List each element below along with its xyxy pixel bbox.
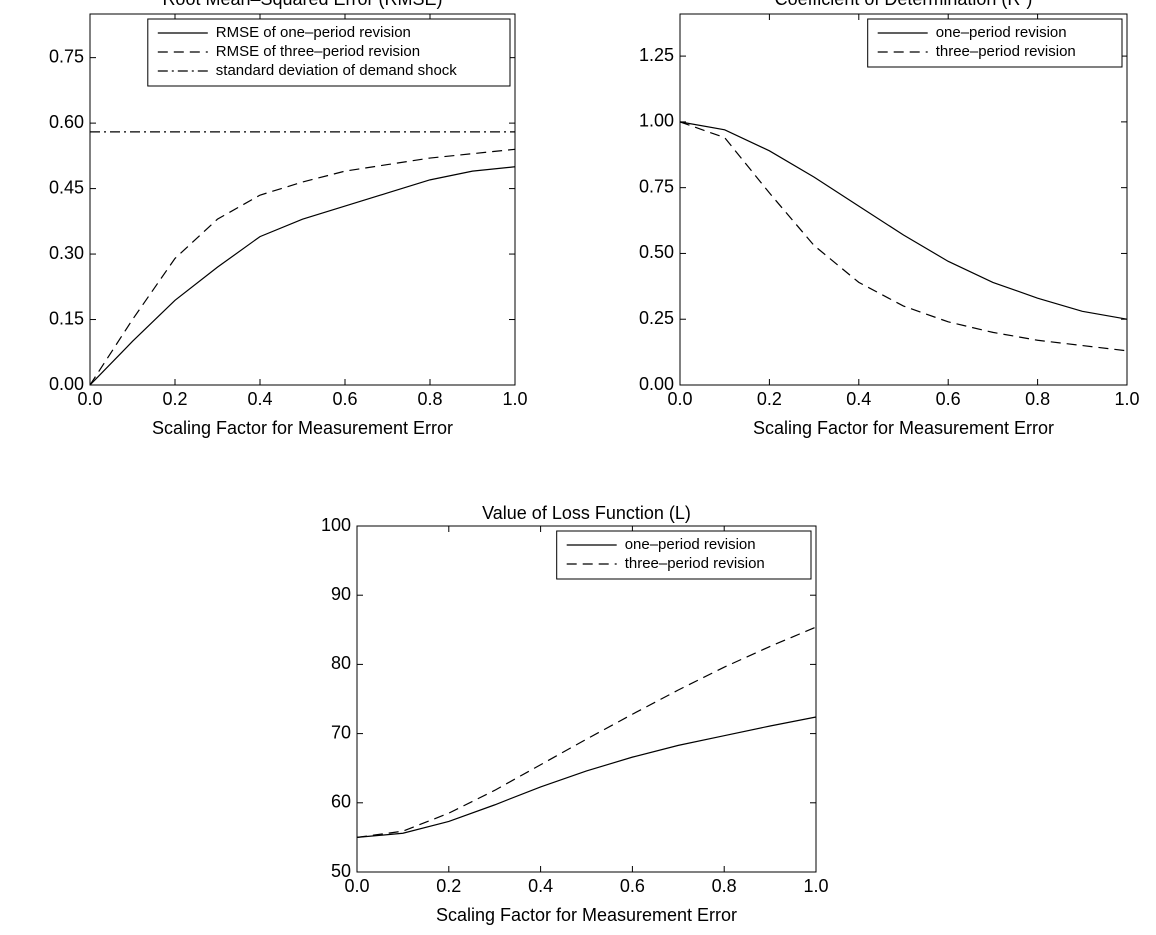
y-tick-label: 0.50 <box>639 242 674 262</box>
x-axis-label: Scaling Factor for Measurement Error <box>152 418 453 438</box>
legend-box <box>556 530 812 580</box>
data-line <box>356 626 817 838</box>
chart-title: Coefficient of Determination (R²) <box>775 0 1033 9</box>
x-tick-label: 0.6 <box>332 389 357 409</box>
data-line <box>89 148 516 386</box>
y-tick-label: 0.45 <box>49 177 84 197</box>
legend: RMSE of one–period revision RMSE of three… <box>147 18 511 87</box>
x-tick-label: 0.2 <box>162 389 187 409</box>
x-tick-label: 0.4 <box>528 876 553 896</box>
y-tick-label: 80 <box>331 653 351 673</box>
y-tick-label: 0.15 <box>49 308 84 328</box>
y-tick-label: 50 <box>331 861 351 881</box>
x-tick-label: 0.2 <box>757 389 782 409</box>
x-tick-label: 0.0 <box>344 876 369 896</box>
x-tick-label: 0.6 <box>936 389 961 409</box>
plot-frame <box>356 525 817 873</box>
legend-box <box>147 18 511 87</box>
x-tick-label: 0.8 <box>417 389 442 409</box>
y-tick-label: 70 <box>331 722 351 742</box>
chart-title: Value of Loss Function (L) <box>482 503 691 523</box>
y-tick-label: 0.75 <box>639 176 674 196</box>
x-tick-label: 0.2 <box>436 876 461 896</box>
legend-label: three–period revision <box>936 43 1076 60</box>
x-tick-label: 0.6 <box>620 876 645 896</box>
plot-frame <box>89 13 516 386</box>
legend: one–period revision three–period revision <box>867 18 1123 68</box>
y-tick-label: 1.00 <box>639 111 674 131</box>
x-axis-label: Scaling Factor for Measurement Error <box>753 418 1054 438</box>
data-line <box>89 166 516 386</box>
y-tick-label: 0.25 <box>639 308 674 328</box>
x-tick-label: 0.0 <box>667 389 692 409</box>
y-tick-label: 0.60 <box>49 112 84 132</box>
x-tick-label: 1.0 <box>1114 389 1139 409</box>
data-line <box>679 121 1128 352</box>
x-tick-label: 0.4 <box>247 389 272 409</box>
y-tick-label: 90 <box>331 584 351 604</box>
legend-label: three–period revision <box>625 555 765 572</box>
legend-label: one–period revision <box>936 24 1067 41</box>
legend-label: standard deviation of demand shock <box>216 62 457 79</box>
y-tick-label: 0.00 <box>639 374 674 394</box>
y-tick-label: 1.25 <box>639 45 674 65</box>
x-tick-label: 1.0 <box>502 389 527 409</box>
data-line <box>356 716 817 838</box>
legend-label: RMSE of three–period revision <box>216 43 420 60</box>
y-tick-label: 100 <box>321 515 351 535</box>
x-tick-label: 0.8 <box>1025 389 1050 409</box>
legend-label: RMSE of one–period revision <box>216 24 411 41</box>
x-axis-label: Scaling Factor for Measurement Error <box>436 905 737 925</box>
y-tick-label: 0.75 <box>49 46 84 66</box>
plot-frame <box>679 13 1128 386</box>
y-tick-label: 60 <box>331 792 351 812</box>
legend-box <box>867 18 1123 68</box>
y-tick-label: 0.00 <box>49 374 84 394</box>
x-tick-label: 0.0 <box>77 389 102 409</box>
chart-title: Root Mean–Squared Error (RMSE) <box>162 0 442 9</box>
x-tick-label: 0.4 <box>846 389 871 409</box>
legend-label: one–period revision <box>625 536 756 553</box>
x-tick-label: 1.0 <box>803 876 828 896</box>
x-tick-label: 0.8 <box>712 876 737 896</box>
data-line <box>679 121 1128 320</box>
legend: one–period revision three–period revision <box>556 530 812 580</box>
y-tick-label: 0.30 <box>49 243 84 263</box>
